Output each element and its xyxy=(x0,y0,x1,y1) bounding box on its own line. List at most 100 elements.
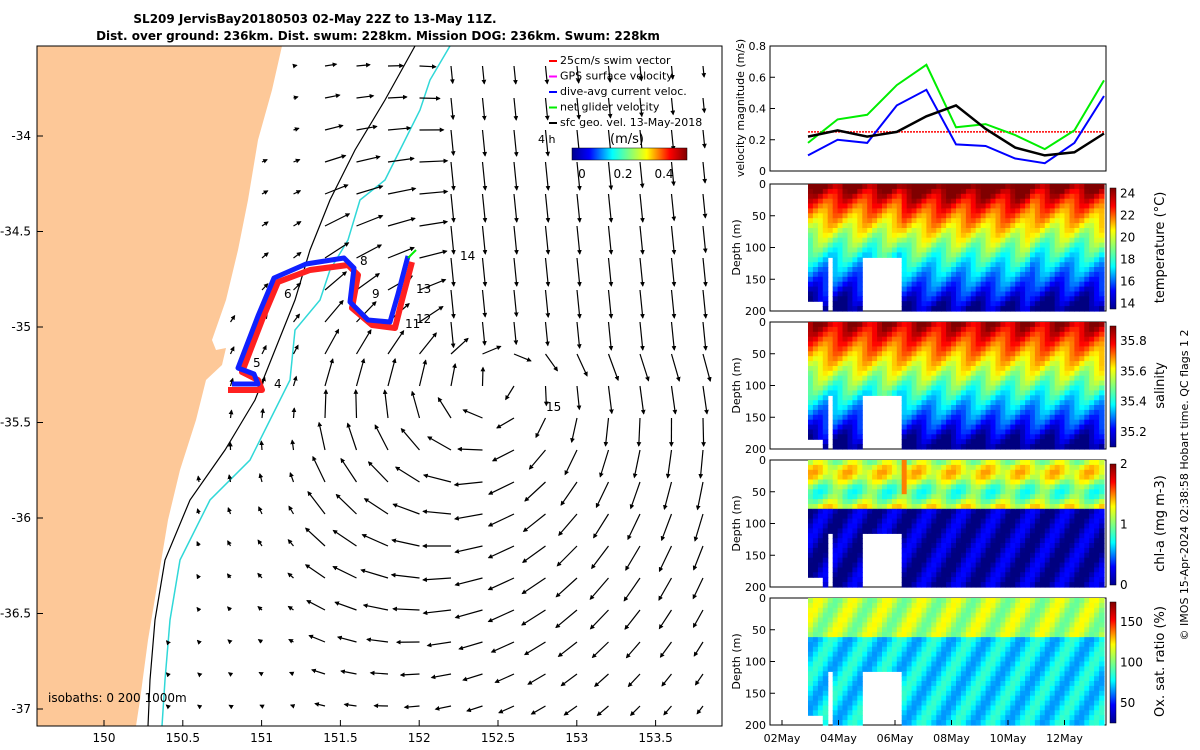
heatmap-cell xyxy=(936,390,942,396)
heatmap-cell xyxy=(1020,218,1026,224)
velocity-arrow xyxy=(387,246,415,259)
heatmap-cell xyxy=(926,518,932,525)
heatmap-cell xyxy=(1094,213,1100,219)
heatmap-cell xyxy=(1039,414,1046,421)
heatmap-cell xyxy=(1074,562,1080,569)
heatmap-cell xyxy=(808,356,814,362)
heatmap-cell xyxy=(906,252,913,258)
heatmap-cell xyxy=(990,380,996,387)
heatmap-cell xyxy=(1099,296,1105,302)
velocity-arrow xyxy=(670,321,677,351)
heatmap-cell xyxy=(857,572,863,578)
heatmap-cell xyxy=(1089,494,1095,500)
heatmap-cell xyxy=(822,351,829,357)
heatmap-cell xyxy=(872,351,878,357)
heatmap-cell xyxy=(832,612,839,619)
heatmap-cell xyxy=(1044,405,1051,411)
heatmap-cell xyxy=(906,572,913,578)
heatmap-cell xyxy=(975,366,982,372)
heatmap-cell xyxy=(1054,271,1061,278)
heatmap-cell xyxy=(1025,361,1031,367)
heatmap-cell xyxy=(1084,518,1090,525)
heatmap-cell xyxy=(1039,276,1046,283)
heatmap-cell xyxy=(1034,567,1041,573)
heatmap-cell xyxy=(1039,528,1046,534)
heatmap-cell xyxy=(817,598,824,604)
heatmap-cell xyxy=(1039,460,1046,466)
heatmap-cell xyxy=(842,361,848,367)
heatmap-cell xyxy=(1064,567,1070,573)
heatmap-cell xyxy=(956,286,962,293)
heatmap-cell xyxy=(931,361,937,367)
heatmap-cell xyxy=(960,528,967,534)
heatmap-cell xyxy=(1044,464,1051,471)
heatmap-cell xyxy=(1094,528,1100,534)
heatmap-cell xyxy=(862,380,868,387)
heatmap-cell xyxy=(1000,356,1006,362)
heatmap-cell xyxy=(1030,322,1036,328)
heatmap-cell xyxy=(936,405,942,411)
heatmap-cell xyxy=(926,390,932,396)
heatmap-cell xyxy=(921,479,927,485)
heatmap-cell xyxy=(980,562,987,569)
velocity-arrow xyxy=(229,346,235,355)
heatmap-cell xyxy=(1010,267,1016,273)
heatmap-cell xyxy=(1094,375,1100,382)
heatmap-cell xyxy=(1054,267,1061,273)
heatmap-cell xyxy=(1049,291,1056,297)
heatmap-cell xyxy=(837,395,844,401)
heatmap-cell xyxy=(832,409,839,416)
heatmap-cell xyxy=(975,267,982,273)
heatmap-cell xyxy=(842,301,848,307)
heatmap-cell xyxy=(1005,336,1011,343)
heatmap-cell xyxy=(1034,291,1041,297)
depth-tick-label: 100 xyxy=(745,380,766,393)
heatmap-cell xyxy=(926,346,932,352)
heatmap-cell xyxy=(891,188,898,195)
velocity-ytick-label: 0.8 xyxy=(749,40,767,53)
heatmap-cell xyxy=(1025,232,1031,239)
heatmap-cell xyxy=(970,484,977,490)
heatmap-cell xyxy=(1074,538,1080,544)
heatmap-cell xyxy=(1005,547,1011,554)
heatmap-cell xyxy=(1059,370,1066,377)
velocity-arrow xyxy=(227,540,232,547)
heatmap-cell xyxy=(970,331,977,338)
heatmap-cell xyxy=(882,242,888,249)
heatmap-cell xyxy=(1084,533,1090,539)
heatmap-cell xyxy=(956,533,962,539)
heatmap-cell xyxy=(1000,385,1006,391)
heatmap-cell xyxy=(901,464,908,471)
heatmap-cell xyxy=(822,474,829,481)
heatmap-cell xyxy=(1059,184,1066,190)
heatmap-cell xyxy=(1015,533,1021,539)
heatmap-cell xyxy=(990,267,996,273)
heatmap-cell xyxy=(1005,262,1011,268)
heatmap-cell xyxy=(1079,572,1085,578)
heatmap-cell xyxy=(808,695,814,702)
heatmap-cell xyxy=(956,276,962,283)
heatmap-cell xyxy=(1099,518,1105,525)
heatmap-cell xyxy=(1099,218,1105,224)
heatmap-cell xyxy=(956,499,962,505)
heatmap-cell xyxy=(1064,366,1070,372)
heatmap-cell xyxy=(985,286,992,293)
heatmap-cell xyxy=(901,291,908,297)
heatmap-cell xyxy=(956,356,962,362)
heatmap-cell xyxy=(842,203,848,209)
heatmap-cell xyxy=(990,281,996,288)
heatmap-cell xyxy=(975,385,982,391)
heatmap-cell xyxy=(921,494,927,500)
heatmap-cell xyxy=(822,198,829,205)
heatmap-cell xyxy=(1005,193,1011,200)
heatmap-cell xyxy=(1005,366,1011,372)
heatmap-cell xyxy=(1030,232,1036,239)
heatmap-cell xyxy=(822,666,829,672)
depth-tick-label: 150 xyxy=(745,273,766,286)
heatmap-cell xyxy=(1049,257,1056,263)
heatmap-cell xyxy=(891,252,898,258)
heatmap-cell xyxy=(1020,262,1026,268)
heatmap-cell xyxy=(1015,395,1021,401)
velocity-arrow xyxy=(513,353,532,362)
heatmap-cell xyxy=(817,188,824,195)
